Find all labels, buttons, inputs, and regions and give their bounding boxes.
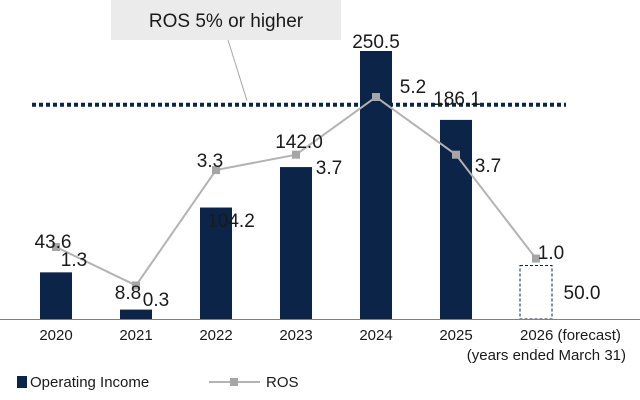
x-tick-label-2020: 2020 bbox=[39, 327, 72, 344]
ros-value-label-2020: 1.3 bbox=[61, 250, 87, 271]
x-tick-label-2022: 2022 bbox=[199, 327, 232, 344]
bar-2026-forecast bbox=[519, 265, 553, 320]
ros-marker-2026 bbox=[532, 254, 540, 263]
legend: Operating Income ROS bbox=[17, 374, 299, 391]
ros-marker-2020 bbox=[52, 243, 60, 251]
ros-value-label-2023: 3.7 bbox=[316, 158, 342, 179]
bar-2023 bbox=[280, 167, 312, 319]
ros-marker-2024 bbox=[372, 93, 380, 101]
callout-label: ROS 5% or higher bbox=[149, 11, 304, 32]
ros-target-reference: ROS 5% or higher bbox=[32, 0, 566, 107]
bar-2025 bbox=[440, 119, 472, 319]
x-tick-label-2024: 2024 bbox=[359, 327, 392, 344]
bar-value-label-2023: 142.0 bbox=[275, 132, 323, 153]
x-axis-note: (years ended March 31) bbox=[467, 347, 626, 364]
legend-label-operating-income: Operating Income bbox=[30, 374, 149, 391]
ros-marker-2022 bbox=[212, 166, 220, 175]
bar-2022 bbox=[200, 207, 232, 319]
data-labels: 43.6 8.8 104.2 142.0 250.5 186.1 50.0 1.3 0.3 3.3… bbox=[35, 32, 601, 311]
ros-marker-2025 bbox=[452, 150, 460, 159]
x-tick-labels: 2020 2021 2022 2023 2024 2025 2026 (forecast) (… bbox=[39, 327, 626, 364]
bar-2024 bbox=[360, 51, 392, 319]
bar-value-label-2021: 8.8 bbox=[115, 283, 141, 304]
bar-value-label-2022: 104.2 bbox=[207, 211, 255, 232]
ros-value-label-2025: 3.7 bbox=[475, 156, 501, 177]
x-tick-label-2021: 2021 bbox=[119, 327, 152, 344]
bar-value-label-2026: 50.0 bbox=[564, 283, 601, 304]
ros-value-label-2024: 5.2 bbox=[400, 77, 426, 98]
x-tick-label-2023: 2023 bbox=[279, 327, 312, 344]
callout-box bbox=[111, 0, 341, 40]
ros-value-label-2021: 0.3 bbox=[143, 290, 169, 311]
callout-leader-line bbox=[227, 39, 248, 101]
ros-marker-2021 bbox=[132, 281, 140, 290]
ros-value-label-2026: 1.0 bbox=[538, 243, 564, 264]
x-tick-label-2025: 2025 bbox=[439, 327, 472, 344]
ros-marker-2023 bbox=[292, 150, 300, 159]
legend-marker-ros bbox=[230, 378, 238, 386]
line-series-ros bbox=[52, 93, 540, 290]
ros-value-label-2022: 3.3 bbox=[197, 151, 223, 172]
bar-2021 bbox=[120, 309, 152, 319]
legend-swatch-operating-income bbox=[17, 376, 27, 388]
bar-value-label-2025: 186.1 bbox=[433, 89, 481, 110]
x-tick-label-2026: 2026 (forecast) bbox=[520, 327, 621, 344]
bar-value-label-2024: 250.5 bbox=[352, 32, 400, 53]
bar-value-label-2020: 43.6 bbox=[35, 232, 72, 253]
bar-2020 bbox=[40, 272, 72, 319]
legend-label-ros: ROS bbox=[266, 374, 299, 391]
